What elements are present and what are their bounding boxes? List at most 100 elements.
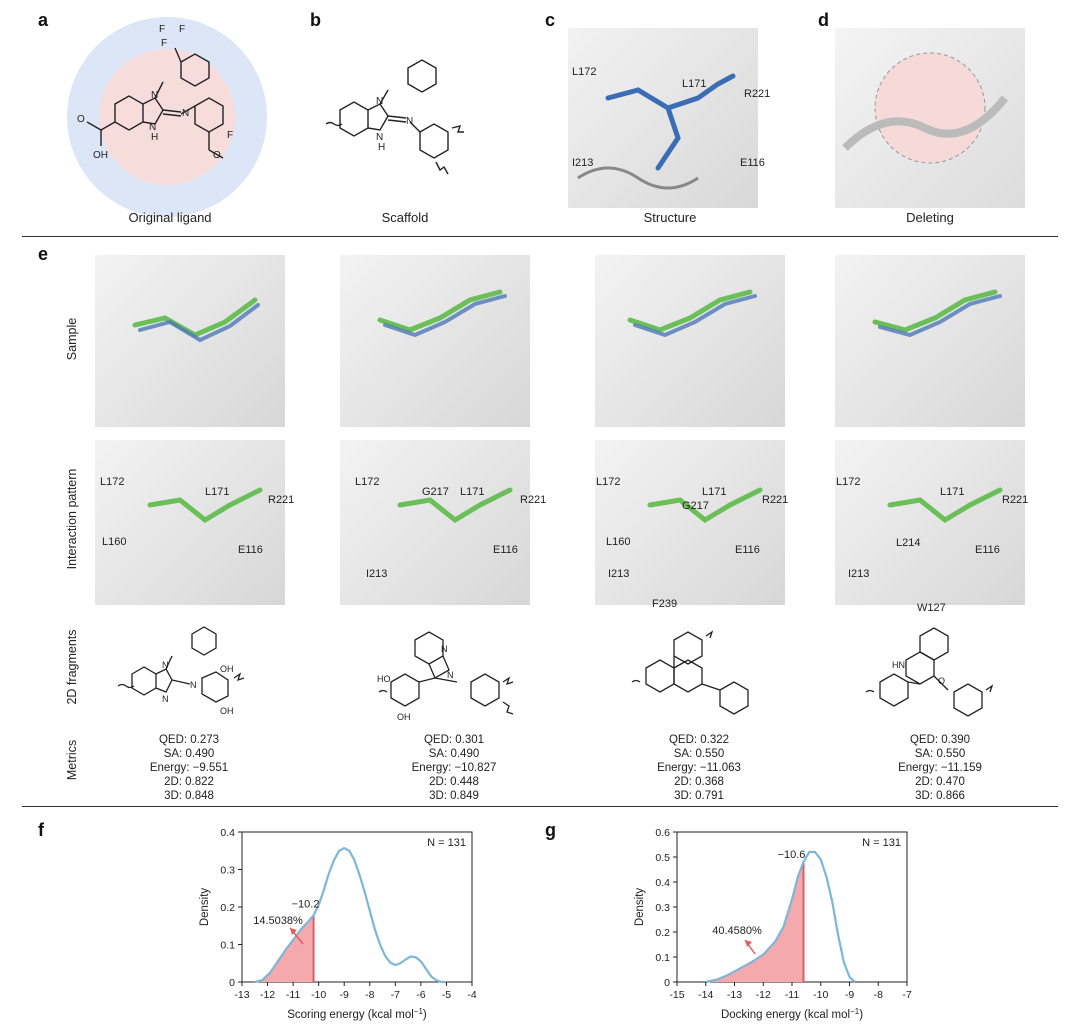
interaction-render-1 (95, 440, 285, 605)
threshold-label: −10.6 (778, 849, 806, 861)
metric-energy: Energy: −11.159 (898, 762, 982, 774)
atom-label: HN (892, 660, 905, 670)
percent-label: 40.4580% (712, 925, 762, 937)
residue-label: E116 (238, 544, 263, 556)
x-tick-label: -14 (698, 989, 713, 1001)
residue-label: F239 (652, 598, 678, 610)
metric-sa: SA: 0.550 (673, 748, 725, 760)
shaded-area (254, 915, 314, 982)
x-tick-label: -9 (845, 989, 854, 1001)
residue-label: I213 (572, 157, 594, 169)
panel-c-caption: Structure (643, 210, 697, 225)
residue-label: E116 (740, 157, 765, 169)
fragment-drawing-4: HN O (865, 627, 994, 717)
deleting-render (835, 28, 1025, 208)
atom-label: F (179, 24, 185, 35)
x-tick-label: -10 (813, 989, 828, 1001)
atom-label: N (182, 108, 189, 119)
sample-render-2 (340, 255, 530, 427)
panel-d-caption: Deleting (906, 210, 954, 225)
metrics-block-4: QED: 0.390 SA: 0.550 Energy: −11.159 2D:… (870, 733, 1010, 803)
x-tick-label: -8 (365, 989, 374, 1001)
residue-label: G217 (422, 486, 449, 498)
y-tick-label: 0.2 (655, 927, 670, 939)
residue-label: E116 (493, 544, 518, 556)
docking-energy-density-chart: -15 -14 -13 -12 -11 -10 -9 -8 -7 0 0.1 0.2 0.3 0.4 0.5… (634, 827, 912, 1022)
residue-label: L214 (896, 537, 921, 549)
metrics-block-1: QED: 0.273 SA: 0.490 Energy: −9.551 2D: … (119, 733, 259, 803)
y-axis-label: Density (634, 888, 646, 927)
residue-label: G217 (682, 500, 709, 512)
x-tick-label: -5 (442, 989, 451, 1001)
threshold-label: −10.2 (292, 898, 320, 910)
panel-f-letter: f (38, 820, 44, 840)
metric-energy: Energy: −11.063 (657, 762, 741, 774)
x-tick-label: -13 (234, 989, 249, 1001)
ligand-sticks-overlay (132, 289, 1003, 524)
y-tick-label: 0 (229, 977, 235, 989)
panel-a-letter: a (38, 10, 49, 30)
residue-label: L172 (596, 476, 621, 488)
y-tick-label: 0.3 (220, 865, 235, 877)
atom-label: N (376, 132, 383, 143)
atom-label: N (162, 694, 169, 704)
atom-label: N (162, 660, 169, 670)
structure-render (568, 28, 758, 208)
residue-label: L172 (355, 476, 380, 488)
density-curve (254, 846, 447, 984)
x-tick-label: -8 (874, 989, 883, 1001)
atom-label: F (227, 130, 233, 141)
metrics-block-2: QED: 0.301 SA: 0.490 Energy: −10.827 2D:… (384, 733, 524, 803)
sample-size-label: N = 131 (862, 837, 901, 849)
panel-g-letter: g (545, 820, 556, 840)
residue-label: W127 (917, 602, 946, 614)
residue-label: L171 (205, 486, 230, 498)
panel-e-letter: e (38, 244, 49, 264)
atom-label: H (378, 142, 385, 153)
metric-qed: QED: 0.322 (668, 734, 730, 746)
atom-label: N (406, 116, 413, 127)
x-axis-label: Scoring energy (kcal mol−1) (287, 1007, 427, 1022)
y-tick-label: 0.4 (655, 877, 670, 889)
divider-bottom (22, 806, 1058, 807)
atom-label: H (151, 132, 158, 143)
metric-3d: 3D: 0.866 (915, 790, 965, 802)
atom-label: N (447, 670, 454, 680)
y-tick-label: 0 (664, 977, 670, 989)
x-tick-label: -11 (785, 989, 800, 1001)
metric-3d: 3D: 0.848 (164, 790, 214, 802)
residue-label: R221 (268, 494, 295, 506)
atom-label: O (938, 676, 945, 686)
residue-label: L160 (102, 536, 127, 548)
x-tick-label: -7 (902, 989, 911, 1001)
atom-label: O (77, 114, 85, 125)
fragment-drawing-1: N N N OH OH (117, 626, 245, 716)
residue-label: L171 (682, 78, 707, 90)
panel-b-caption: Scaffold (381, 210, 429, 225)
metric-sa: SA: 0.490 (428, 748, 480, 760)
x-tick-label: -6 (416, 989, 425, 1001)
residue-label: R221 (520, 494, 547, 506)
atom-label: N (376, 96, 383, 107)
metric-2d: 2D: 0.822 (164, 776, 214, 788)
interaction-render-3 (595, 440, 785, 605)
atom-label: N (151, 90, 158, 101)
plot-frame (241, 831, 473, 983)
density-curve (705, 850, 856, 984)
metric-energy: Energy: −9.551 (149, 762, 229, 774)
x-tick-label: -4 (467, 989, 476, 1001)
x-axis-label: Docking energy (kcal mol−1) (721, 1007, 863, 1022)
atom-label: OH (397, 712, 411, 722)
metric-2d: 2D: 0.448 (429, 776, 479, 788)
atom-label: N (441, 644, 448, 654)
scaffold-drawing: N N N H (325, 59, 464, 175)
metric-sa: SA: 0.490 (163, 748, 215, 760)
residue-label: L171 (940, 486, 965, 498)
arrow-head (290, 928, 297, 935)
atom-label: F (159, 24, 165, 35)
residue-label: R221 (1002, 494, 1029, 506)
original-ligand-drawing: F F F N N N O OH F O H (67, 17, 267, 217)
x-tick-label: -11 (286, 989, 301, 1001)
residue-label: I213 (366, 568, 388, 580)
x-tick-label: -10 (311, 989, 326, 1001)
